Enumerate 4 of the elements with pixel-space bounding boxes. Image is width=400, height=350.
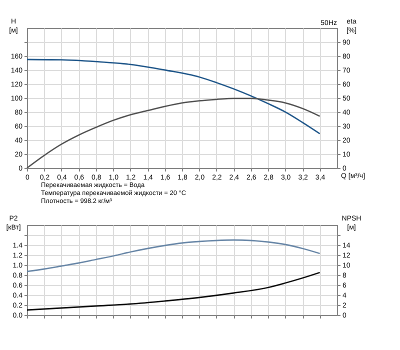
line-series xyxy=(26,58,320,134)
line-series xyxy=(26,239,320,272)
line-series xyxy=(26,98,320,169)
line-series xyxy=(26,272,320,311)
